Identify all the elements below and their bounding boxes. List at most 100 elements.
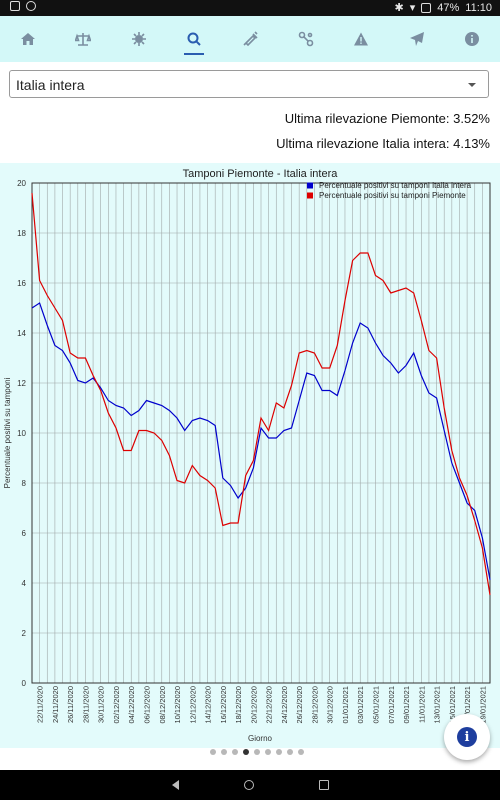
y-tick-label: 0 <box>22 679 27 688</box>
series-line-0 <box>31 302 491 580</box>
syringe-icon <box>243 31 258 47</box>
y-tick-label: 12 <box>17 379 26 388</box>
x-tick-label: 22/12/2020 <box>265 686 274 724</box>
page-dot[interactable] <box>232 749 238 755</box>
x-tick-label: 01/01/2021 <box>341 686 350 724</box>
x-tick-label: 13/01/2021 <box>433 686 442 724</box>
x-tick-label: 24/11/2020 <box>51 686 60 723</box>
page-dot[interactable] <box>254 749 260 755</box>
x-tick-label: 14/12/2020 <box>204 686 213 724</box>
info-icon: i <box>457 727 477 747</box>
x-axis-label: Giorno <box>248 734 273 743</box>
tab-travel[interactable] <box>397 19 437 59</box>
y-axis-label: Percentuale positivi su tamponi <box>3 377 12 488</box>
chart-title: Tamponi Piemonte - Italia intera <box>183 168 339 180</box>
page-dot[interactable] <box>287 749 293 755</box>
x-tick-label: 26/12/2020 <box>295 686 304 724</box>
y-tick-label: 16 <box>17 279 26 288</box>
x-tick-label: 06/12/2020 <box>143 686 152 724</box>
x-tick-label: 04/12/2020 <box>127 686 136 724</box>
signal-icon <box>421 2 432 13</box>
x-tick-label: 03/01/2021 <box>356 686 365 724</box>
x-tick-label: 24/12/2020 <box>280 686 289 724</box>
info-icon <box>465 32 480 46</box>
x-tick-label: 26/11/2020 <box>66 686 75 723</box>
tab-info[interactable] <box>452 19 492 59</box>
y-tick-label: 4 <box>22 579 27 588</box>
balance-scale-icon <box>75 33 92 46</box>
wifi-icon: ▾ <box>409 2 416 14</box>
x-tick-label: 16/12/2020 <box>219 686 228 724</box>
home-nav-icon[interactable] <box>243 780 254 790</box>
x-tick-label: 02/12/2020 <box>112 686 121 724</box>
x-tick-label: 08/12/2020 <box>158 686 167 724</box>
region-select[interactable]: Italia intera <box>9 70 489 98</box>
tab-warning[interactable] <box>341 19 381 59</box>
legend-swatch <box>307 192 313 199</box>
status-bar: ✱ ▾ 47% 11:10 <box>0 0 500 16</box>
y-tick-label: 10 <box>17 429 26 438</box>
page-indicator <box>210 749 304 755</box>
tab-share[interactable] <box>286 19 326 59</box>
x-tick-label: 19/01/2021 <box>478 686 487 724</box>
page-dot[interactable] <box>276 749 282 755</box>
legend-label: Percentuale positivi su tamponi Italia i… <box>319 181 472 190</box>
x-tick-label: 20/12/2020 <box>249 686 258 724</box>
series-line-1 <box>31 192 491 596</box>
system-nav-bar <box>0 770 500 800</box>
page-dot[interactable] <box>298 749 304 755</box>
back-icon[interactable] <box>171 780 179 790</box>
x-tick-label: 09/01/2021 <box>402 686 411 724</box>
clock-notification-icon <box>26 1 36 11</box>
tab-vaccine[interactable] <box>230 19 270 59</box>
x-tick-label: 10/12/2020 <box>173 686 182 724</box>
y-tick-label: 18 <box>17 229 26 238</box>
y-tick-label: 2 <box>22 629 27 638</box>
search-icon <box>187 32 202 46</box>
x-tick-label: 15/01/2021 <box>448 686 457 724</box>
x-tick-label: 22/11/2020 <box>36 686 45 723</box>
stat-italia: Ultima rilevazione Italia intera: 4.13% <box>276 136 490 151</box>
x-tick-label: 28/12/2020 <box>310 686 319 724</box>
tab-balance[interactable] <box>63 19 103 59</box>
page-dot[interactable] <box>243 749 249 755</box>
page-dot[interactable] <box>265 749 271 755</box>
y-tick-label: 6 <box>22 529 27 538</box>
plot-frame <box>31 182 491 684</box>
bluetooth-icon: ✱ <box>394 2 404 14</box>
info-fab-button[interactable]: i <box>444 714 490 760</box>
recent-apps-icon[interactable] <box>318 780 329 790</box>
page-dot[interactable] <box>221 749 227 755</box>
airplane-icon <box>409 32 424 46</box>
region-select-value: Italia intera <box>16 77 85 93</box>
top-toolbar <box>0 16 500 62</box>
x-tick-label: 07/01/2021 <box>387 686 396 724</box>
chart-area: 0 2 4 6 8 10 12 14 16 18 20 22/11/2020 24/11/2020 26/… <box>0 163 500 748</box>
image-notification-icon <box>10 1 20 11</box>
page-dot[interactable] <box>210 749 216 755</box>
tab-search[interactable] <box>174 19 214 59</box>
chevron-down-icon <box>468 83 476 87</box>
tab-virus[interactable] <box>119 19 159 59</box>
x-tick-label: 17/01/2021 <box>463 686 472 724</box>
legend-swatch <box>307 182 313 189</box>
stat-piemonte: Ultima rilevazione Piemonte: 3.52% <box>284 111 490 126</box>
battery-percent: 47% <box>437 1 460 14</box>
y-tick-label: 20 <box>17 179 26 188</box>
x-tick-label: 11/01/2021 <box>417 686 426 723</box>
positivity-line-chart: 0 2 4 6 8 10 12 14 16 18 20 22/11/2020 24/11/2020 26/… <box>3 168 491 743</box>
x-tick-label: 30/12/2020 <box>326 686 335 724</box>
legend-label: Percentuale positivi su tamponi Piemonte <box>319 191 466 200</box>
home-icon <box>20 33 35 45</box>
y-tick-label: 14 <box>17 329 26 338</box>
x-tick-label: 05/01/2021 <box>372 686 381 724</box>
tab-home[interactable] <box>8 19 48 59</box>
warning-icon <box>354 32 369 46</box>
x-tick-label: 28/11/2020 <box>81 686 90 723</box>
status-time: 11:10 <box>465 1 492 14</box>
y-tick-label: 8 <box>22 479 27 488</box>
x-tick-label: 12/12/2020 <box>188 686 197 724</box>
x-tick-label: 30/11/2020 <box>97 686 106 723</box>
virus-icon <box>131 32 146 46</box>
share-icon <box>298 31 313 47</box>
